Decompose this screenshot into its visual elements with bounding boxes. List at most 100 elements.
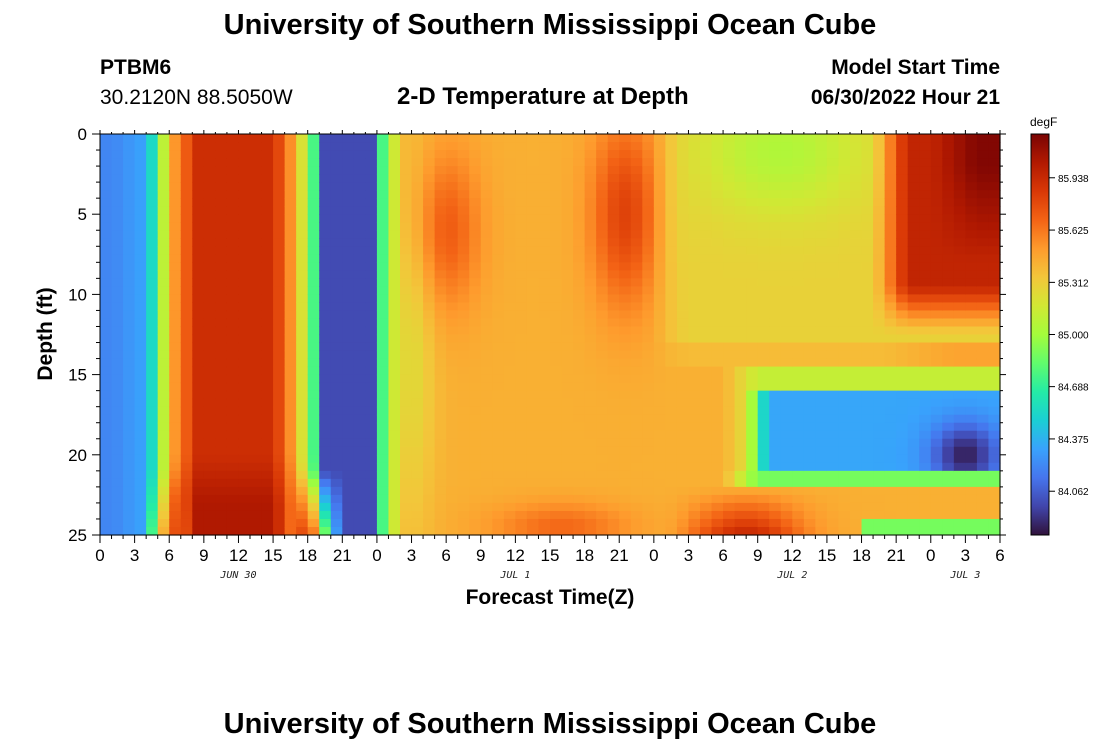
heatmap-cell [919,358,932,368]
heatmap-cell [100,342,113,352]
heatmap-cell [538,310,551,320]
heatmap-cell [261,230,274,239]
heatmap-cell [815,158,828,167]
heatmap-cell [250,294,263,304]
heatmap-cell [342,174,355,183]
heatmap-cell [942,278,955,287]
heatmap-cell [653,214,666,223]
heatmap-cell [746,134,759,143]
heatmap-cell [607,438,620,448]
heatmap-cell [861,294,874,304]
heatmap-cell [457,422,470,432]
heatmap-cell [573,278,586,287]
heatmap-cell [411,294,424,304]
heatmap-cell [873,502,886,512]
heatmap-cell [123,294,136,304]
heatmap-cell [953,134,966,143]
colorbar-ticks: 85.93885.62585.31285.00084.68884.37584.0… [1049,174,1089,498]
heatmap-cell [988,214,1001,223]
heatmap-cell [111,374,124,384]
heatmap-cell [711,182,724,191]
heatmap-cell [134,358,147,368]
heatmap-cell [896,486,909,496]
heatmap-cell [826,406,840,416]
heatmap-cell [376,350,390,360]
heatmap-cell [226,206,240,215]
heatmap-cell [700,494,713,504]
heatmap-cell [203,478,216,488]
heatmap-cell [642,494,655,504]
heatmap-cell [896,510,909,520]
heatmap-cell [665,198,678,207]
heatmap-cell [746,382,759,392]
heatmap-cell [769,414,782,424]
heatmap-cell [134,134,147,143]
heatmap-cell [192,470,205,480]
heatmap-cell [226,198,240,207]
heatmap-cell [700,286,713,295]
heatmap-cell [353,430,366,440]
heatmap-cell [607,214,620,223]
heatmap-cell [619,366,632,376]
heatmap-cell [619,478,632,488]
heatmap-cell [538,502,551,512]
heatmap-cell [746,262,759,271]
station-coordinates: 30.2120N 88.5050W [100,86,293,109]
heatmap-cell [157,374,170,384]
heatmap-cell [238,486,251,496]
heatmap-cell [850,494,863,504]
heatmap-cell [492,446,505,456]
heatmap-cell [330,406,343,416]
heatmap-cell [676,190,690,199]
heatmap-cell [596,174,609,183]
heatmap-cell [688,278,701,287]
heatmap-cell [273,382,286,392]
heatmap-cell [515,302,528,312]
heatmap-cell [400,262,413,271]
heatmap-cell [261,142,274,151]
heatmap-cell [250,262,263,271]
heatmap-cell [192,182,205,191]
heatmap-cell [780,142,793,151]
heatmap-cell [850,350,863,360]
heatmap-cell [469,438,482,448]
heatmap-cell [319,174,332,183]
heatmap-cell [665,278,678,287]
heatmap-cell [850,214,863,223]
heatmap-cell [469,326,482,336]
heatmap-cell [261,462,274,472]
heatmap-cell [538,182,551,191]
heatmap-cell [388,270,401,279]
heatmap-cell [250,342,263,352]
heatmap-cell [319,414,332,424]
heatmap-cell [503,502,516,512]
heatmap-cell [780,446,793,456]
heatmap-cell [769,366,782,376]
heatmap-cell [815,494,828,504]
heatmap-cell [169,446,182,456]
heatmap-cell [411,526,424,536]
heatmap-cell [250,422,263,432]
heatmap-cell [642,374,655,384]
heatmap-cell [665,390,678,400]
heatmap-cell [157,318,170,328]
heatmap-cell [307,270,320,279]
heatmap-cell [815,270,828,279]
heatmap-cell [942,414,955,424]
heatmap-cell [676,214,690,223]
heatmap-cell [734,446,747,456]
heatmap-cell [688,358,701,368]
heatmap-cell [734,302,747,312]
heatmap-cell [146,302,159,312]
heatmap-cell [111,278,124,287]
heatmap-cell [538,486,551,496]
heatmap-cell [803,254,816,263]
heatmap-cell [607,158,620,167]
heatmap-cell [376,526,390,536]
heatmap-cell [100,382,113,392]
heatmap-cell [792,350,805,360]
heatmap-cell [146,366,159,376]
heatmap-cell [538,518,551,528]
heatmap-cell [319,294,332,304]
footer-title: University of Southern Mississippi Ocean… [223,708,877,740]
